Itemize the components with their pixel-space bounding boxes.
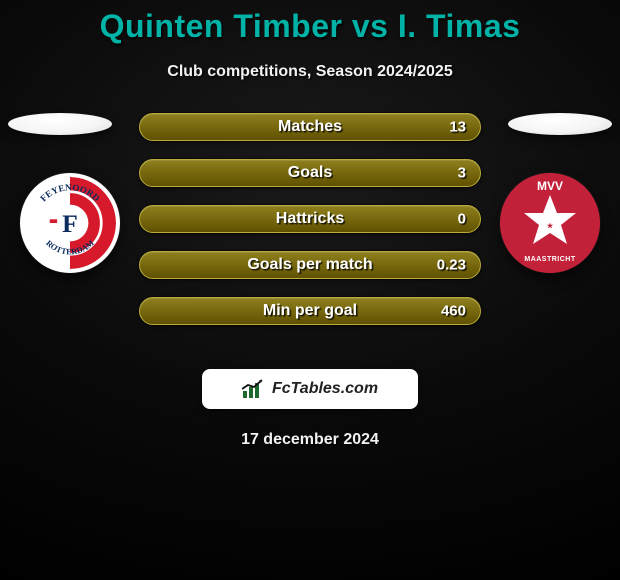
brand-text: FcTables.com <box>272 380 378 398</box>
stat-bar-label: Matches <box>278 118 342 136</box>
comparison-arena: FEYENOORD ROTTERDAM F MVV MAASTRICHT ★ M… <box>0 113 620 343</box>
feyenoord-crest-icon: FEYENOORD ROTTERDAM F <box>24 177 116 269</box>
right-team-crest: MVV MAASTRICHT ★ <box>500 173 600 273</box>
svg-text:MAASTRICHT: MAASTRICHT <box>524 256 575 263</box>
stat-bar-label: Min per goal <box>263 302 357 320</box>
stat-bar-value: 0 <box>458 211 466 228</box>
left-flag-ellipse <box>8 113 112 135</box>
subtitle: Club competitions, Season 2024/2025 <box>0 63 620 81</box>
date-text: 17 december 2024 <box>0 431 620 449</box>
stat-bar: Goals per match 0.23 <box>139 251 481 279</box>
stat-bar: Matches 13 <box>139 113 481 141</box>
stat-bar: Min per goal 460 <box>139 297 481 325</box>
stat-bar-value: 3 <box>458 165 466 182</box>
stat-bar-value: 460 <box>441 303 466 320</box>
left-team-crest: FEYENOORD ROTTERDAM F <box>20 173 120 273</box>
bar-chart-icon <box>242 379 266 399</box>
svg-text:F: F <box>62 209 78 238</box>
stat-bar-label: Hattricks <box>276 210 344 228</box>
brand-box[interactable]: FcTables.com <box>202 369 418 409</box>
stat-bar-value: 0.23 <box>437 257 466 274</box>
stat-bar-label: Goals per match <box>247 256 372 274</box>
page-title: Quinten Timber vs I. Timas <box>0 0 620 45</box>
svg-text:MVV: MVV <box>537 179 563 193</box>
right-flag-ellipse <box>508 113 612 135</box>
stat-bar-value: 13 <box>449 119 466 136</box>
stat-bars: Matches 13 Goals 3 Hattricks 0 Goals per match… <box>139 113 481 325</box>
stat-bar: Hattricks 0 <box>139 205 481 233</box>
stat-bar-label: Goals <box>288 164 332 182</box>
svg-text:★: ★ <box>547 222 554 230</box>
mvv-crest-icon: MVV MAASTRICHT ★ <box>500 173 600 273</box>
stat-bar: Goals 3 <box>139 159 481 187</box>
